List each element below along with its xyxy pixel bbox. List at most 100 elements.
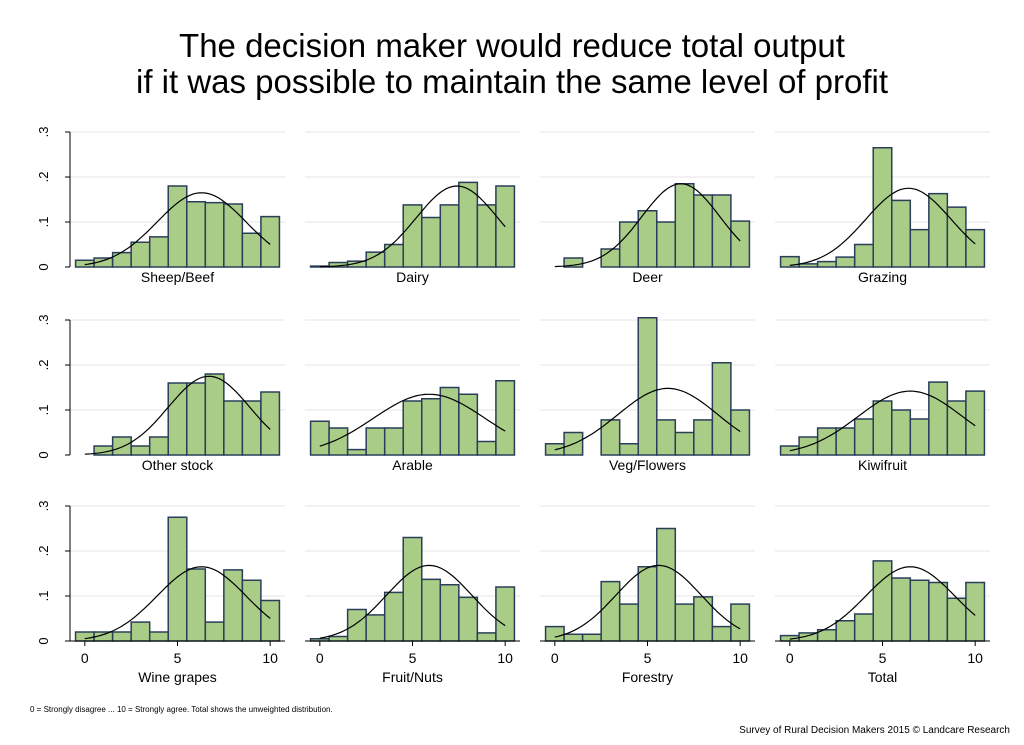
histogram-bar [618, 443, 639, 456]
histogram-bar [711, 625, 732, 642]
histogram-bar [241, 579, 262, 642]
histogram-bar [798, 263, 819, 268]
histogram-bar [260, 599, 281, 642]
histogram-bar [402, 400, 423, 456]
histogram-bar [130, 621, 151, 642]
x-tick-label: 10 [967, 650, 983, 666]
histogram-bar [816, 260, 837, 268]
histogram-bar [563, 257, 584, 268]
histogram-bar [476, 204, 497, 268]
histogram-bar [835, 256, 856, 268]
histogram-bar [328, 427, 349, 456]
histogram-bar [618, 221, 639, 268]
histogram-bar [476, 440, 497, 456]
histogram-bar [148, 631, 169, 642]
histogram-bar [421, 398, 442, 456]
histogram-bar [223, 400, 244, 456]
histogram-bar [204, 201, 225, 268]
histogram-bar [581, 633, 602, 642]
chart-title: The decision maker would reduce total ou… [0, 28, 1024, 100]
x-tick-label: 10 [497, 650, 513, 666]
histogram-bar [779, 255, 800, 268]
histogram-bar [909, 579, 930, 642]
histogram-bar [148, 236, 169, 268]
histogram-bar [656, 419, 677, 456]
histogram-bar [946, 206, 967, 268]
panel-label: Dairy [396, 269, 429, 285]
histogram-bar [674, 603, 695, 642]
x-tick-label: 5 [644, 650, 652, 666]
histogram-bar [730, 603, 751, 642]
histogram-bar [600, 580, 621, 642]
histogram-bar [186, 201, 207, 268]
histogram-bar [204, 373, 225, 456]
y-tick-label: .2 [36, 546, 51, 557]
histogram-bar [637, 317, 658, 456]
histogram-bar [730, 409, 751, 456]
histogram-bar [260, 215, 281, 268]
x-tick-label: 0 [316, 650, 324, 666]
histogram-bar [111, 631, 132, 642]
histogram-bar [421, 578, 442, 642]
histogram-bar [674, 183, 695, 268]
histogram-bar [872, 560, 893, 642]
panel-label: Other stock [142, 457, 215, 473]
histogram-bar [74, 631, 95, 642]
x-tick-label: 5 [409, 650, 417, 666]
y-tick-label: .3 [36, 127, 51, 138]
panel-label: Deer [632, 269, 663, 285]
histogram-bar [241, 232, 262, 268]
y-tick-label: .3 [36, 315, 51, 326]
histogram-bar [853, 418, 874, 456]
histogram-bar [600, 248, 621, 268]
x-tick-label: 0 [81, 650, 89, 666]
histogram-bar [328, 635, 349, 642]
histogram-bar [891, 199, 912, 268]
histogram-bar [674, 431, 695, 456]
histogram-bar [618, 603, 639, 642]
histogram-bar [383, 427, 404, 456]
title-line-1: The decision maker would reduce total ou… [179, 27, 845, 64]
histogram-bar [346, 608, 367, 642]
normal-density-curve [319, 564, 506, 639]
histogram-bar [965, 228, 986, 268]
y-tick-label: .3 [36, 501, 51, 512]
panel-label: Total [868, 669, 898, 685]
histogram-bar [223, 203, 244, 268]
x-tick-label: 0 [551, 650, 559, 666]
histogram-bar [260, 391, 281, 456]
panel-label: Forestry [622, 669, 673, 685]
histogram-bar [544, 625, 565, 642]
histogram-bar [148, 436, 169, 456]
histogram-bar [637, 210, 658, 268]
histogram-bar [965, 581, 986, 642]
normal-density-curve [789, 187, 976, 266]
histogram-bar [835, 427, 856, 456]
y-tick-label: 0 [36, 637, 51, 644]
normal-density-curve [84, 192, 271, 266]
x-tick-label: 5 [879, 650, 887, 666]
normal-density-curve [554, 564, 741, 638]
panel-label: Grazing [858, 269, 907, 285]
histogram-bar [816, 427, 837, 456]
x-tick-label: 10 [732, 650, 748, 666]
histogram-bar [204, 621, 225, 642]
panel-label: Veg/Flowers [609, 457, 686, 473]
histogram-bar [167, 382, 188, 456]
histogram-bar [365, 427, 386, 456]
normal-density-curve [319, 393, 506, 447]
histogram-bar [458, 393, 479, 456]
histogram-bar [946, 400, 967, 456]
histogram-bar [130, 445, 151, 456]
histogram-bar [111, 436, 132, 456]
histogram-bar [186, 568, 207, 642]
histogram-bar [421, 216, 442, 268]
x-tick-label: 0 [786, 650, 794, 666]
histogram-bar [637, 566, 658, 642]
histogram-bar [711, 362, 732, 456]
histogram-bar [111, 251, 132, 268]
histogram-bar [476, 632, 497, 642]
panel-label: Fruit/Nuts [382, 669, 443, 685]
source-credit: Survey of Rural Decision Makers 2015 © L… [739, 725, 1010, 736]
histogram-bar [693, 419, 714, 456]
